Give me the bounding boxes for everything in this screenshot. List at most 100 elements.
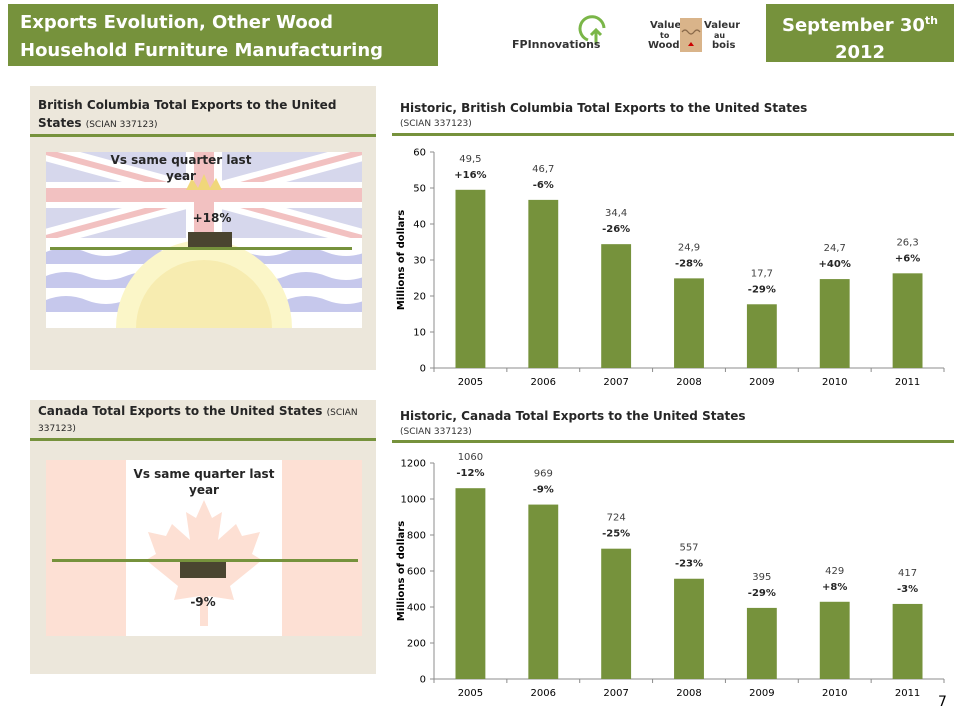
bc-exports-chart: 0 10 20 30 40 50 60 Millions of dollars 2005 49,5… xyxy=(396,148,945,388)
vab-line1: Valeur xyxy=(704,20,740,31)
canada-y-tick-label: 1200 xyxy=(401,459,426,470)
bc-x-tick-label: 2005 xyxy=(458,377,483,388)
canada-change-label: -9% xyxy=(533,485,554,496)
canada-bar xyxy=(601,548,632,679)
canada-bar xyxy=(819,601,850,679)
bc-change-label: +16% xyxy=(454,170,486,181)
bc-change-label: -29% xyxy=(748,284,776,295)
vtw-line1: Value xyxy=(650,20,681,31)
bc-value-label: 34,4 xyxy=(605,208,627,219)
fpinnovations-logo: FPInnovations xyxy=(512,15,606,51)
bc-chart-divider xyxy=(392,133,954,136)
page-number: 7 xyxy=(938,694,947,710)
report-title-line1: Exports Evolution, Other Wood xyxy=(20,12,333,33)
bc-bar xyxy=(819,279,850,368)
canada-bar xyxy=(746,607,777,679)
canada-flag-graphic: Vs same quarter last year -9% xyxy=(46,460,362,636)
bc-y-tick-label: 20 xyxy=(413,292,426,303)
report-title: Exports Evolution, Other Wood Household … xyxy=(8,4,438,66)
bc-panel-code: (SCIAN 337123) xyxy=(85,120,158,130)
fp-logo-text: FPInnovations xyxy=(512,38,601,51)
bc-y-tick-label: 10 xyxy=(413,328,426,339)
bc-value-label: 24,7 xyxy=(824,243,846,254)
canada-change-label: -9% xyxy=(190,595,215,609)
bc-x-tick-label: 2006 xyxy=(531,377,556,388)
canada-value-label: 724 xyxy=(607,513,626,524)
bc-x-tick-label: 2007 xyxy=(603,377,628,388)
crown-icon xyxy=(186,174,222,190)
canada-chart-divider xyxy=(392,440,954,443)
canada-y-tick-label: 800 xyxy=(407,531,426,542)
report-date: September 30th 2012 xyxy=(766,4,954,63)
canada-x-tick-label: 2009 xyxy=(749,688,774,699)
canada-panel-title: Canada Total Exports to the United State… xyxy=(38,404,368,436)
canada-y-tick-label: 400 xyxy=(407,603,426,614)
bc-bar xyxy=(601,244,632,368)
bc-bar xyxy=(674,278,704,368)
value-to-wood-logo: Value to Wood Valeur au bois xyxy=(648,18,740,52)
date-sup: th xyxy=(924,14,938,27)
bc-y-axis-label: Millions of dollars xyxy=(396,210,407,310)
canada-y-tick-label: 0 xyxy=(420,675,426,686)
canada-panel-title-text: Canada Total Exports to the United State… xyxy=(38,404,323,418)
canada-value-label: 969 xyxy=(534,469,553,480)
canada-value-label: 417 xyxy=(898,568,917,579)
canada-change-label: -12% xyxy=(456,468,484,479)
canada-value-label: 1060 xyxy=(458,452,483,463)
bc-y-tick-label: 30 xyxy=(413,256,426,267)
canada-chart-title: Historic, Canada Total Exports to the Un… xyxy=(400,409,746,423)
canada-flag-right-band xyxy=(282,460,362,636)
canada-bar xyxy=(455,488,486,679)
bc-x-tick-label: 2010 xyxy=(822,377,847,388)
canada-bar xyxy=(892,603,923,679)
canada-label-line2: year xyxy=(189,483,219,497)
report-title-line2: Household Furniture Manufacturing xyxy=(20,40,384,61)
canada-x-tick-label: 2005 xyxy=(458,688,483,699)
vab-line2: au xyxy=(714,31,725,40)
bc-y-tick-label: 60 xyxy=(413,148,426,159)
canada-x-tick-label: 2008 xyxy=(676,688,701,699)
bc-change-label: +6% xyxy=(895,253,920,264)
bc-value-label: 46,7 xyxy=(532,164,554,175)
canada-x-tick-label: 2006 xyxy=(531,688,556,699)
vtw-line2: to xyxy=(660,31,670,40)
canada-y-tick-label: 200 xyxy=(407,639,426,650)
canada-bar xyxy=(674,578,704,679)
bc-chart-title: Historic, British Columbia Total Exports… xyxy=(400,101,808,115)
bc-value-label: 49,5 xyxy=(459,154,481,165)
bc-panel-title: British Columbia Total Exports to the Un… xyxy=(38,96,368,134)
canada-x-tick-label: 2010 xyxy=(822,688,847,699)
logo-area: FPInnovations Value to Wood Valeur au bo… xyxy=(500,14,740,64)
bc-change-label: -28% xyxy=(675,258,703,269)
canada-chart-subtitle: (SCIAN 337123) xyxy=(400,427,472,437)
canada-change-indicator xyxy=(180,562,226,578)
canada-change-label: -25% xyxy=(602,529,630,540)
bc-x-tick-label: 2011 xyxy=(895,377,920,388)
canada-label-line1: Vs same quarter last xyxy=(134,467,275,481)
canada-panel-code: (SCIAN 337123) xyxy=(38,408,358,434)
canada-x-tick-label: 2011 xyxy=(895,688,920,699)
bc-flag-sun xyxy=(116,240,292,328)
canada-value-label: 395 xyxy=(752,572,771,583)
bc-change-label: +40% xyxy=(819,259,851,270)
canada-bar xyxy=(528,504,559,679)
canada-y-axis-label: Millions of dollars xyxy=(396,521,407,621)
bc-chart-subtitle: (SCIAN 337123) xyxy=(400,119,472,129)
bc-change-label: +18% xyxy=(193,211,232,225)
bc-bar xyxy=(528,199,559,368)
bc-bar xyxy=(455,189,486,368)
vtw-line3: Wood xyxy=(648,40,680,51)
bc-change-indicator xyxy=(188,232,232,248)
canada-y-tick-label: 1000 xyxy=(401,495,426,506)
canada-panel-divider xyxy=(30,438,376,441)
bc-change-label: -6% xyxy=(533,180,554,191)
bc-x-tick-label: 2008 xyxy=(676,377,701,388)
bc-y-tick-label: 40 xyxy=(413,220,426,231)
date-year: 2012 xyxy=(834,42,886,63)
bc-change-label: -26% xyxy=(602,224,630,235)
bc-value-label: 26,3 xyxy=(896,237,918,248)
canada-x-tick-label: 2007 xyxy=(603,688,628,699)
canada-change-label: +8% xyxy=(822,582,847,593)
bc-label-line2: year xyxy=(166,169,196,183)
bc-flag-graphic: Vs same quarter last year +18% xyxy=(46,152,362,328)
